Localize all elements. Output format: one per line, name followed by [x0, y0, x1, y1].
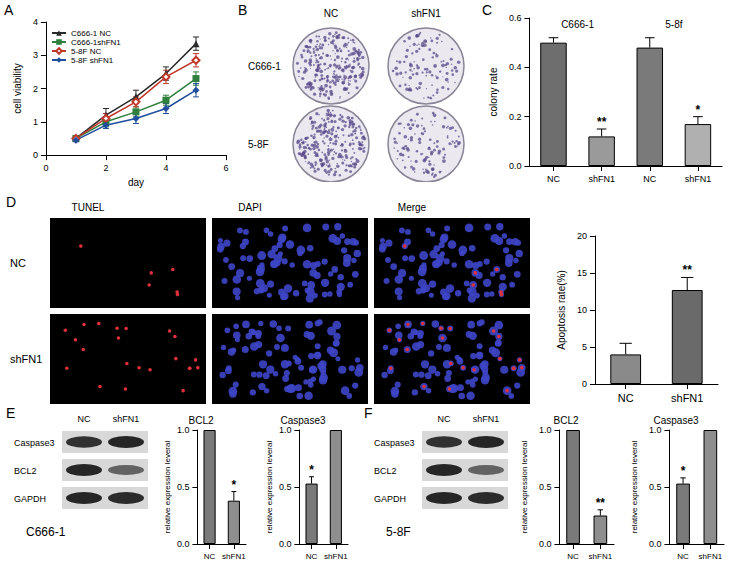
svg-text:Caspase3: Caspase3 — [280, 415, 325, 426]
svg-text:NC: NC — [438, 414, 451, 424]
svg-text:NC: NC — [677, 552, 689, 561]
svg-text:0.5: 0.5 — [279, 482, 292, 492]
svg-text:C666-1 NC: C666-1 NC — [71, 29, 111, 38]
svg-text:0: 0 — [582, 379, 587, 389]
svg-text:0.6: 0.6 — [509, 13, 522, 23]
html-text:F: F — [364, 405, 373, 421]
svg-text:NC: NC — [204, 552, 216, 561]
svg-text:1.0: 1.0 — [279, 425, 292, 435]
svg-text:1.0: 1.0 — [177, 425, 190, 435]
svg-text:shFN1: shFN1 — [588, 174, 615, 184]
svg-text:5-8f: 5-8f — [665, 19, 682, 30]
svg-text:C666-1: C666-1 — [26, 525, 66, 539]
svg-text:5-8F NC: 5-8F NC — [71, 47, 101, 56]
svg-text:NC: NC — [643, 174, 656, 184]
svg-text:15: 15 — [577, 268, 587, 278]
svg-text:0.5: 0.5 — [177, 482, 190, 492]
svg-text:*: * — [681, 464, 686, 478]
svg-text:C666-1: C666-1 — [248, 61, 281, 72]
svg-text:5-8F: 5-8F — [248, 139, 269, 150]
svg-text:relative expression leveral: relative expression leveral — [265, 441, 274, 534]
svg-text:5-8F: 5-8F — [386, 525, 411, 539]
svg-text:Caspase3: Caspase3 — [374, 438, 415, 448]
svg-text:colony rate: colony rate — [488, 67, 499, 116]
svg-text:1.0: 1.0 — [649, 425, 662, 435]
svg-text:0.0: 0.0 — [509, 161, 522, 171]
svg-text:BCL2: BCL2 — [374, 466, 397, 476]
svg-text:shFN1: shFN1 — [473, 414, 500, 424]
svg-text:BCL2: BCL2 — [553, 415, 578, 426]
svg-text:2: 2 — [33, 84, 38, 94]
svg-text:relative expression leveral: relative expression leveral — [520, 441, 529, 534]
svg-text:1.0: 1.0 — [539, 425, 552, 435]
svg-text:0.4: 0.4 — [509, 62, 522, 72]
svg-text:shFN1: shFN1 — [222, 552, 246, 561]
svg-text:0.0: 0.0 — [177, 539, 190, 549]
svg-text:4: 4 — [33, 17, 38, 27]
svg-text:2: 2 — [103, 163, 108, 173]
svg-text:0.5: 0.5 — [649, 482, 662, 492]
svg-text:0.0: 0.0 — [539, 539, 552, 549]
svg-text:3: 3 — [33, 50, 38, 60]
svg-text:**: ** — [596, 496, 606, 510]
html-text:A: A — [4, 2, 14, 18]
svg-text:BCL2: BCL2 — [188, 415, 213, 426]
svg-text:relative expression leveral: relative expression leveral — [630, 441, 639, 534]
svg-text:relative expression leveral: relative expression leveral — [163, 441, 172, 534]
html-text:C: C — [482, 2, 493, 18]
svg-text:0.2: 0.2 — [509, 112, 522, 122]
svg-text:**: ** — [683, 263, 693, 277]
svg-text:NC: NC — [567, 552, 579, 561]
svg-text:Merge: Merge — [398, 202, 427, 213]
svg-text:shFN1: shFN1 — [685, 174, 712, 184]
svg-text:TUNEL: TUNEL — [72, 202, 105, 213]
html-text:D: D — [6, 194, 17, 210]
svg-text:*: * — [232, 478, 237, 492]
svg-text:shFN1: shFN1 — [589, 552, 613, 561]
svg-text:shFN1: shFN1 — [699, 552, 723, 561]
svg-text:*: * — [696, 103, 701, 117]
svg-text:0.0: 0.0 — [649, 539, 662, 549]
svg-text:5-8F shFN1: 5-8F shFN1 — [71, 56, 114, 65]
svg-text:NC: NC — [324, 8, 338, 19]
svg-text:NC: NC — [78, 414, 91, 424]
svg-text:GAPDH: GAPDH — [14, 494, 46, 504]
svg-text:shFN1: shFN1 — [10, 353, 42, 365]
svg-text:20: 20 — [577, 231, 587, 241]
svg-text:0.0: 0.0 — [279, 539, 292, 549]
svg-text:NC: NC — [10, 257, 26, 269]
svg-text:0.5: 0.5 — [539, 482, 552, 492]
html-text:B: B — [238, 2, 248, 18]
svg-text:Caspase3: Caspase3 — [14, 438, 55, 448]
svg-text:shFN1: shFN1 — [324, 552, 348, 561]
svg-text:shFN1: shFN1 — [411, 8, 441, 19]
svg-text:5: 5 — [582, 342, 587, 352]
svg-text:DAPI: DAPI — [238, 202, 261, 213]
svg-text:**: ** — [597, 115, 607, 129]
svg-text:cell viability: cell viability — [12, 63, 23, 114]
svg-text:0: 0 — [43, 163, 48, 173]
svg-text:BCL2: BCL2 — [14, 466, 37, 476]
svg-text:NC: NC — [618, 392, 634, 404]
html-text:E: E — [6, 405, 16, 421]
svg-text:NC: NC — [306, 552, 318, 561]
svg-text:4: 4 — [163, 163, 168, 173]
svg-text:*: * — [309, 463, 314, 477]
svg-text:NC: NC — [547, 174, 560, 184]
svg-text:GAPDH: GAPDH — [374, 494, 406, 504]
svg-text:Apoptosis rate(%): Apoptosis rate(%) — [556, 270, 567, 349]
svg-text:0: 0 — [33, 150, 38, 160]
svg-text:1: 1 — [33, 117, 38, 127]
svg-text:shFN1: shFN1 — [671, 392, 703, 404]
svg-text:shFN1: shFN1 — [113, 414, 140, 424]
svg-text:C666-1shFN1: C666-1shFN1 — [71, 38, 121, 47]
svg-text:day: day — [128, 177, 144, 188]
svg-text:C666-1: C666-1 — [561, 19, 594, 30]
svg-text:10: 10 — [577, 305, 587, 315]
svg-text:6: 6 — [223, 163, 228, 173]
svg-text:Caspase3: Caspase3 — [653, 415, 698, 426]
